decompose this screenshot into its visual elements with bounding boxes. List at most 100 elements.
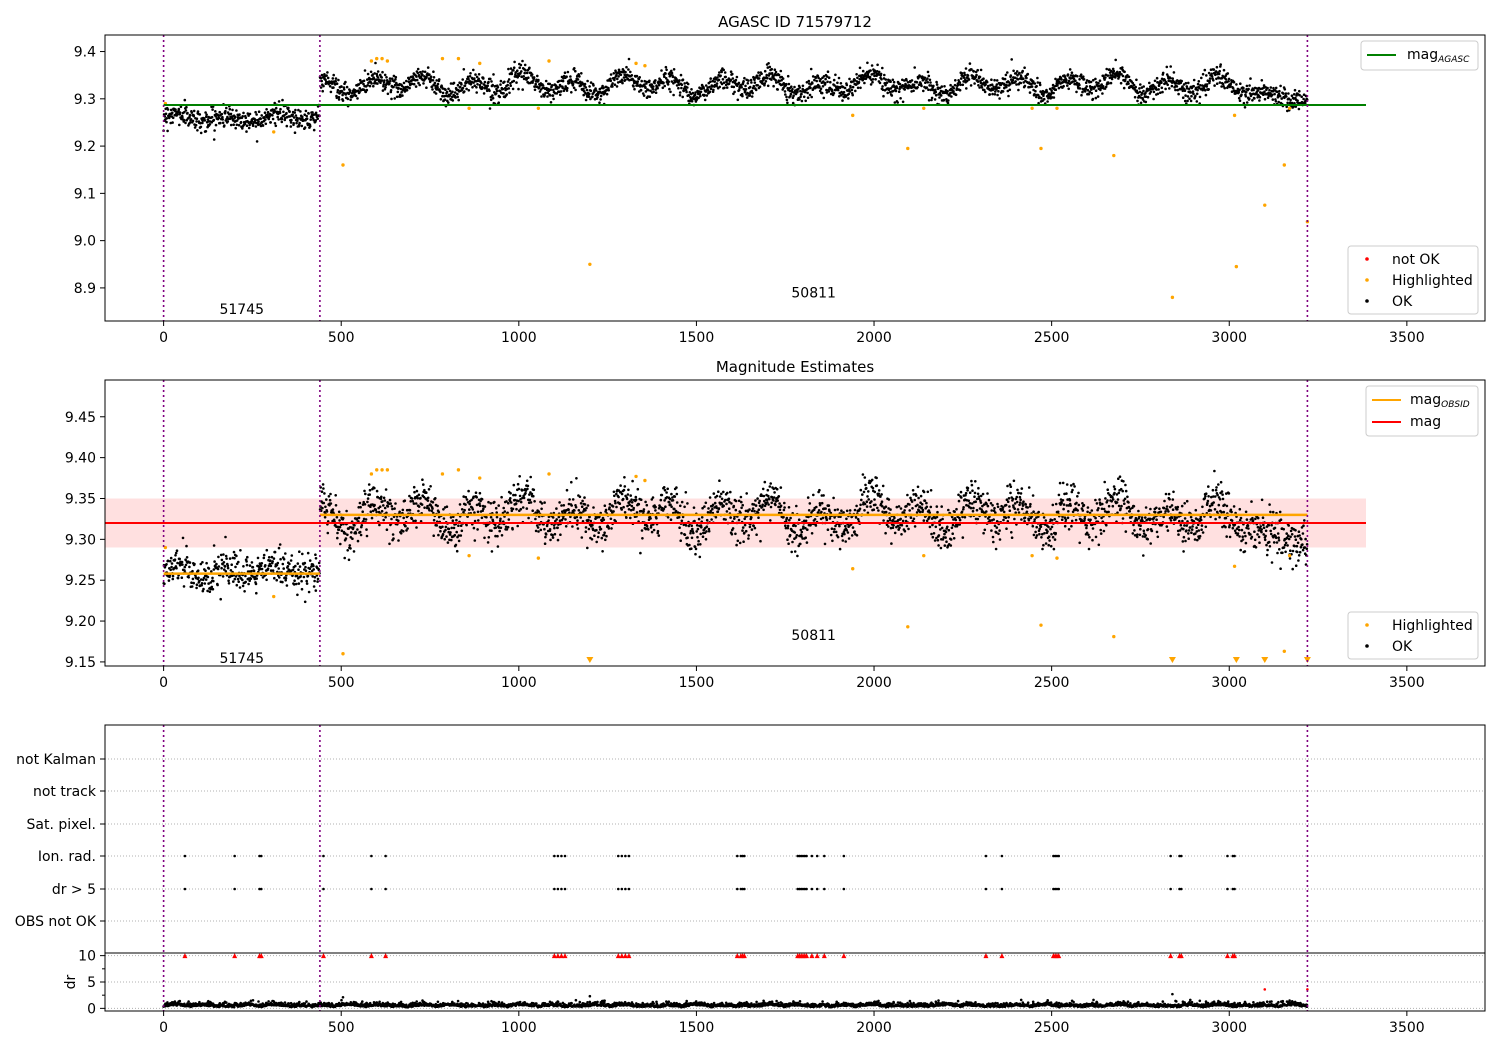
panel-2-ok-point [774, 503, 777, 507]
panel-1-ok-point [396, 90, 400, 94]
panel-2-ok-point [303, 600, 307, 604]
panel-2-ok-point [403, 499, 407, 503]
panel-1-ok-point [638, 76, 641, 79]
panel-1-ok-point [490, 80, 493, 83]
panel-2-ok-point [679, 539, 682, 542]
panel-2-ok-point [741, 526, 745, 529]
panel-2-ok-point [365, 528, 368, 531]
panel-2-ok-point [825, 518, 829, 522]
panel-2-ok-point [364, 492, 367, 496]
panel-1-ok-point [973, 82, 976, 85]
panel-2-ok-point [412, 519, 415, 523]
panel-2-ok-point [680, 531, 683, 535]
panel-1-ok-point [965, 79, 969, 83]
panel-1-ok-point [949, 91, 952, 95]
panel-1-ok-point [530, 73, 534, 76]
panel-1-ok-point [1080, 93, 1083, 97]
panel-1-ok-point [523, 71, 526, 75]
panel-1-ok-point [577, 81, 580, 85]
panel-1-ok-point [708, 90, 712, 94]
panel-1-ok-point [312, 118, 316, 122]
panel-1-ok-point [473, 77, 476, 80]
panel-1-ok-point [472, 68, 475, 72]
panel-2-ok-point [628, 500, 632, 503]
panel-1-ok-point [1127, 75, 1131, 79]
panel-1-ok-point [713, 80, 716, 83]
panel-1-ok-point [1186, 95, 1190, 98]
panel-2-ok-point [842, 511, 845, 514]
panel-2-ok-point [613, 494, 616, 498]
panel-2-ok-point [770, 495, 774, 499]
panel-1-ok-point [507, 87, 511, 90]
panel-2-ok-point [556, 538, 560, 542]
panel-1-ok-point [732, 85, 736, 89]
panel-2-ok-point [609, 509, 613, 512]
panel-1-ok-point [562, 77, 565, 80]
panel-2-ok-point [625, 497, 629, 501]
panel-1-ok-point [627, 68, 630, 71]
panel-2-ok-point [834, 524, 837, 528]
panel-2-ok-point [428, 509, 431, 512]
panel-1-ok-point [690, 88, 693, 91]
panel-2-ok-point [516, 482, 520, 486]
panel-2-ok-point [853, 530, 856, 533]
panel-2-ok-point [495, 511, 499, 514]
panel-2-ok-point [608, 506, 611, 509]
panel-1-ok-point [502, 92, 505, 95]
panel-1-ok-point [827, 76, 831, 79]
panel-1-ok-point [727, 82, 731, 85]
panel-1-ok-point [365, 88, 369, 92]
panel-2-ok-point [778, 502, 781, 505]
panel-2-ok-point [357, 506, 361, 509]
panel-1-ok-point [709, 77, 712, 80]
panel-2-ok-point [450, 526, 454, 530]
panel-2-ok-point [220, 566, 223, 570]
panel-2-ok-point [207, 567, 211, 570]
panel-1-ok-point [947, 99, 950, 102]
panel-1-ok-point [1056, 84, 1059, 87]
panel-1-obsid-label: 51745 [219, 302, 264, 318]
panel-2-ok-point [188, 565, 191, 569]
panel-2-ok-point [782, 515, 785, 519]
panel-1-highlighted-point [851, 113, 855, 118]
panel-2-ok-point [848, 509, 852, 512]
panel-2-ok-point [471, 508, 475, 511]
panel-1-ok-point [897, 90, 901, 93]
panel-1-ok-point [1133, 95, 1137, 99]
panel-2-ok-point [325, 510, 329, 513]
panel-1-ok-point [874, 78, 877, 81]
panel-1-ok-point [570, 91, 573, 94]
panel-1-ok-point [248, 112, 252, 116]
panel-1-xtick-label: 2000 [856, 330, 892, 346]
panel-1-ok-point [445, 90, 449, 94]
panel-2-ok-point [663, 499, 666, 502]
panel-1-ok-point [923, 76, 927, 80]
panel-2-ok-point [221, 562, 224, 566]
panel-2-ok-point [859, 503, 862, 507]
panel-1-ok-point [1035, 84, 1038, 88]
panel-2-ok-point [525, 507, 529, 510]
panel-2-ok-point [459, 534, 463, 537]
panel-2-ok-point [912, 493, 915, 496]
panel-1-ok-point [1176, 88, 1179, 92]
panel-1-ok-point [535, 85, 539, 88]
panel-2-ok-point [238, 586, 242, 589]
panel-2-ok-point [834, 530, 838, 534]
panel-1-ok-point [783, 90, 787, 93]
panel-1-ok-point [449, 82, 453, 85]
panel-1-ok-point [214, 123, 218, 127]
panel-2-ok-point [576, 519, 579, 522]
panel-2-ok-point [354, 532, 358, 535]
panel-1-ok-point [1186, 99, 1189, 103]
panel-1-ok-point [611, 85, 614, 88]
panel-2-ok-point [743, 523, 747, 527]
panel-1-ok-point [1224, 78, 1228, 81]
panel-1-ok-point [834, 73, 837, 77]
panel-1-ok-point [1066, 84, 1069, 87]
panel-2-ok-point [722, 490, 725, 494]
panel-1-ok-point [1033, 93, 1037, 97]
panel-1-ok-point [564, 85, 567, 88]
panel-2-ok-point [636, 487, 640, 491]
panel-1-ok-point [571, 80, 574, 83]
panel-1-ok-point [475, 86, 478, 89]
